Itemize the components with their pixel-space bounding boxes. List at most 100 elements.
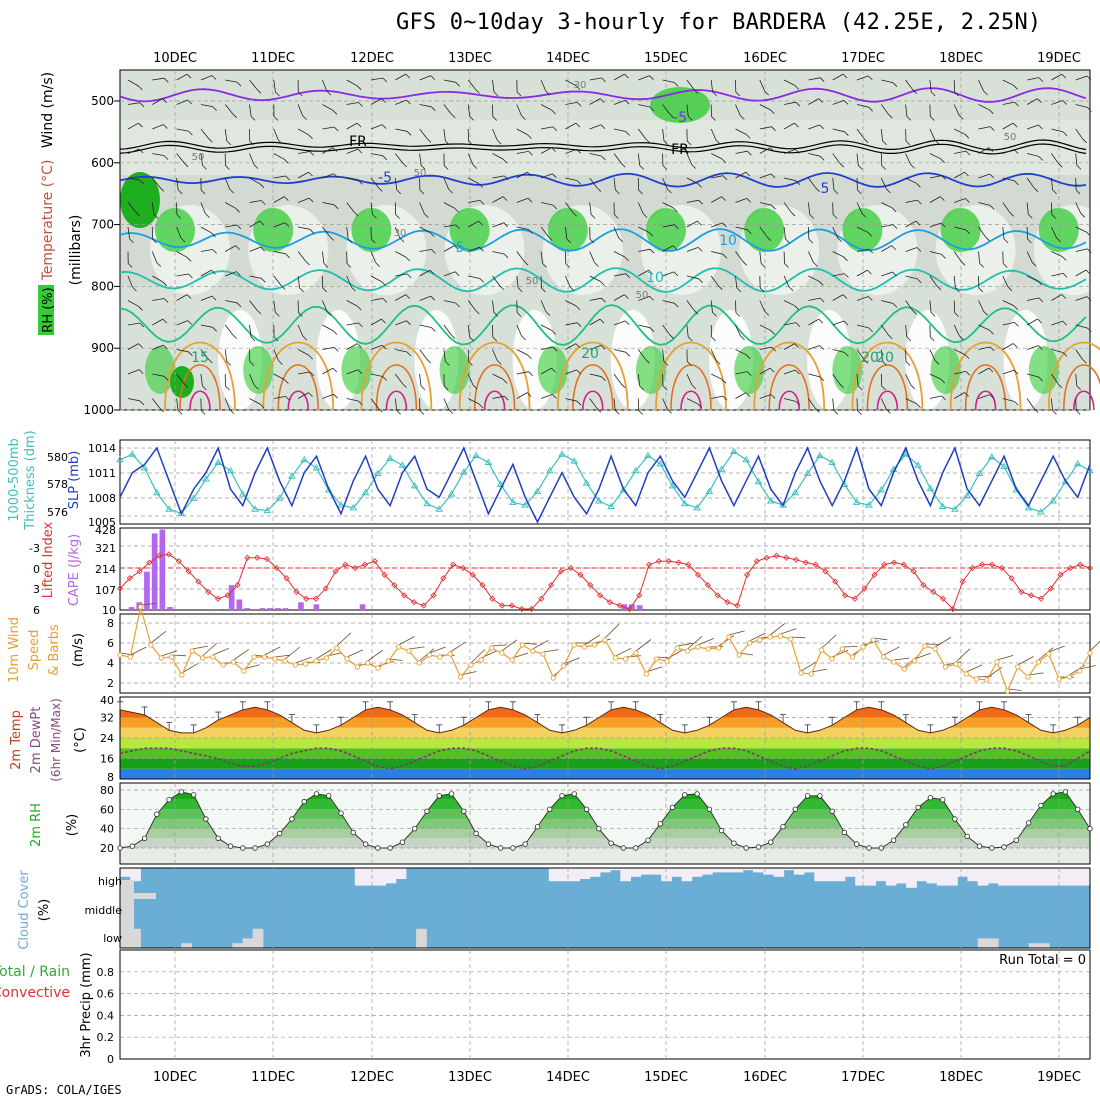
wind-barb — [528, 229, 533, 234]
wind-barb — [637, 373, 640, 386]
lifted-index-point — [1077, 561, 1084, 568]
wind-barb — [356, 122, 362, 128]
wind-barb — [347, 238, 353, 244]
rh-point — [203, 816, 209, 822]
label-part: (6hr Min/Max) — [49, 698, 63, 782]
lifted-index-point — [224, 592, 231, 599]
wind-barb — [273, 116, 279, 121]
wind-barb — [1075, 269, 1087, 277]
wind-barb — [443, 300, 456, 304]
wind-barb — [989, 394, 995, 399]
wind-barb — [563, 657, 580, 665]
wind-barb — [176, 294, 188, 301]
isotherm-arch — [360, 341, 433, 411]
lifted-index-point — [479, 582, 486, 589]
wind-barb — [843, 320, 849, 326]
wind-barb — [819, 124, 824, 130]
wind-barb — [284, 646, 301, 660]
wind-barb — [181, 663, 198, 674]
lifted-index-point — [881, 561, 888, 568]
cape-bar — [205, 609, 212, 610]
wind-barb — [127, 369, 140, 375]
rh-point — [534, 824, 541, 830]
lifted-index-point — [273, 564, 280, 572]
thickness-point — [877, 486, 886, 493]
wind-barb — [443, 271, 456, 277]
wind-speed-point — [581, 644, 588, 650]
wind-barb — [759, 202, 772, 206]
rh-point — [436, 793, 442, 799]
wind-barb — [905, 398, 917, 404]
lifted-index-point — [557, 568, 564, 575]
axis-tick-label: 24 — [100, 732, 114, 745]
thickness-point — [140, 464, 149, 471]
wind-barb — [565, 369, 577, 375]
high-cloud-gap — [957, 868, 968, 877]
wind-barb — [127, 202, 136, 213]
wind-barb — [941, 175, 946, 180]
wind-barb — [226, 140, 232, 146]
lifted-index-point — [322, 585, 329, 592]
wind-barb — [759, 79, 765, 92]
wind-barb — [1052, 410, 1057, 415]
label-part: 2m RH — [29, 803, 44, 847]
rh-point — [510, 845, 516, 851]
wind-barb — [783, 202, 792, 213]
wind-barb — [930, 116, 935, 121]
wind-barb — [297, 197, 310, 203]
wind-barb — [188, 130, 193, 136]
isotherm-arch — [375, 364, 418, 411]
wind-barb — [672, 245, 678, 250]
wind-barb — [565, 148, 577, 154]
thickness-point — [533, 487, 542, 494]
thickness-point — [1061, 477, 1070, 485]
wind-barb — [687, 336, 693, 342]
wind-barb — [200, 324, 213, 328]
lifted-index-point — [930, 588, 937, 595]
wind-barb — [332, 367, 338, 373]
wind-barb — [1026, 251, 1033, 263]
thickness-point — [447, 490, 456, 497]
wind-barb — [346, 177, 359, 181]
lifted-index-point — [587, 582, 594, 589]
wind-barb — [988, 367, 994, 373]
isotherm-line — [119, 172, 1087, 188]
wind-barb — [881, 79, 894, 84]
wind-barb — [138, 122, 143, 128]
wind-speed-point — [457, 674, 464, 680]
high-cloud-gap — [681, 868, 693, 882]
label-part: Thickness (dm) — [23, 430, 38, 530]
wind-barb — [958, 115, 964, 120]
high-cloud-gap — [793, 868, 805, 875]
wind-barb — [1087, 107, 1092, 112]
rh-point — [890, 837, 897, 843]
wind-barb — [1026, 177, 1035, 189]
wind-barb — [735, 226, 748, 231]
wind-barb — [648, 232, 654, 237]
date-label-bottom: 12DEC — [350, 1070, 394, 1085]
wind-barb — [236, 271, 241, 276]
temp-frame — [119, 696, 1091, 780]
wind-barb — [915, 220, 921, 226]
wind-barb — [552, 173, 557, 178]
wind-barb — [929, 79, 932, 92]
rh-point — [129, 843, 135, 849]
wind-speed-point — [870, 637, 876, 643]
wind-speed-point — [973, 676, 980, 682]
wind-barb — [346, 102, 359, 105]
wind-barb — [309, 197, 314, 203]
lifted-index-point — [675, 559, 682, 566]
high-cloud-gap — [936, 868, 948, 886]
wind-barb — [127, 102, 140, 105]
wind-barb — [552, 394, 557, 399]
wind-speed-point — [137, 604, 144, 610]
rh-point — [1038, 802, 1044, 809]
wind-barb — [1051, 398, 1053, 411]
rh-point — [657, 821, 663, 827]
wind-barb — [346, 343, 358, 350]
wind-barb — [881, 300, 894, 304]
wind-barb — [395, 128, 408, 132]
wind-barb — [186, 294, 192, 299]
wind-barb — [503, 222, 508, 227]
wind-barb — [832, 349, 845, 353]
